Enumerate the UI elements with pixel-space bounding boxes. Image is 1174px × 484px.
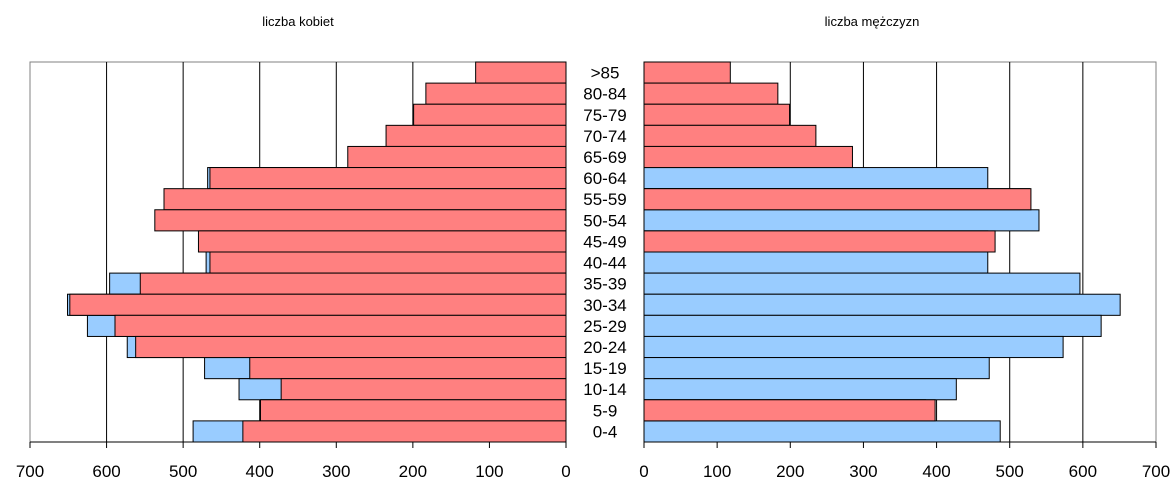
bar-30-34 xyxy=(69,293,567,316)
age-group-labels: >85 80-84 75-79 70-74 65-69 60-64 55-59 50-54 45… xyxy=(583,64,626,442)
age-label: 75-79 xyxy=(583,106,626,125)
tick-label: 500 xyxy=(169,462,197,481)
tick-label: 600 xyxy=(92,462,120,481)
bar-5-9 xyxy=(259,399,567,422)
bar-15-19 xyxy=(249,357,567,380)
bar-65-69 xyxy=(643,145,853,169)
age-label: 30-34 xyxy=(583,296,626,315)
bar-0-4 xyxy=(643,420,1001,443)
age-label: 70-74 xyxy=(583,127,626,146)
tick-label: 400 xyxy=(922,462,950,481)
bar-20-24 xyxy=(643,335,1064,359)
bar->85 xyxy=(475,61,567,84)
age-label: 50-54 xyxy=(583,211,626,230)
bar-10-14 xyxy=(643,378,957,401)
bar-15-19 xyxy=(643,357,990,380)
tick-label: 500 xyxy=(996,462,1024,481)
bar-35-39 xyxy=(139,272,567,295)
tick-label: 700 xyxy=(16,462,44,481)
age-label: 25-29 xyxy=(583,317,626,336)
age-label: 80-84 xyxy=(583,85,626,104)
bar-55-59 xyxy=(643,188,1032,211)
age-label: >85 xyxy=(591,64,620,83)
bar-25-29 xyxy=(114,314,567,337)
age-label: 65-69 xyxy=(583,148,626,167)
tick-label: 400 xyxy=(246,462,274,481)
tick-label: 200 xyxy=(776,462,804,481)
tick-label: 0 xyxy=(639,462,648,481)
tick-label: 100 xyxy=(703,462,731,481)
tick-label: 100 xyxy=(475,462,503,481)
bar-50-54 xyxy=(154,209,567,232)
tick-label: 700 xyxy=(1142,462,1170,481)
age-label: 15-19 xyxy=(583,359,626,378)
bar-70-74 xyxy=(385,124,567,147)
age-label: 20-24 xyxy=(583,338,626,357)
women-panel: liczba kobiet 700 600 500 400 300 200 100 0 xyxy=(16,14,571,481)
age-label: 10-14 xyxy=(583,380,626,399)
bar-0-4 xyxy=(242,420,567,443)
tick-label: 0 xyxy=(561,462,570,481)
bar->85 xyxy=(643,61,731,84)
bar-45-49 xyxy=(197,230,567,253)
bar-35-39 xyxy=(643,272,1081,295)
bar-45-49 xyxy=(643,230,996,253)
bar-55-59 xyxy=(163,188,567,211)
age-label: 5-9 xyxy=(593,401,618,420)
bar-20-24 xyxy=(135,335,567,359)
tick-label: 600 xyxy=(1069,462,1097,481)
tick-label: 200 xyxy=(399,462,427,481)
tick-label: 300 xyxy=(322,462,350,481)
age-label: 45-49 xyxy=(583,232,626,251)
bar-65-69 xyxy=(347,145,567,169)
bar-25-29 xyxy=(643,314,1102,337)
bar-50-54 xyxy=(643,209,1040,232)
age-label: 0-4 xyxy=(593,422,618,441)
men-panel: liczba mężczyzn 0 100 200 300 400 500 600 700 xyxy=(639,14,1170,481)
bar-60-64 xyxy=(643,167,989,190)
bar-10-14 xyxy=(280,378,567,401)
panel-title: liczba kobiet xyxy=(262,14,334,29)
bar-75-79 xyxy=(643,103,791,126)
bar-40-44 xyxy=(643,251,989,274)
bar-70-74 xyxy=(643,124,817,147)
bar-80-84 xyxy=(425,82,567,105)
tick-label: 300 xyxy=(849,462,877,481)
bar-5-9 xyxy=(643,399,936,422)
age-label: 35-39 xyxy=(583,275,626,294)
age-label: 60-64 xyxy=(583,169,626,188)
age-label: 55-59 xyxy=(583,190,626,209)
bar-30-34 xyxy=(643,293,1121,316)
bar-60-64 xyxy=(209,167,567,190)
age-label: 40-44 xyxy=(583,254,626,273)
bar-75-79 xyxy=(413,103,567,126)
panel-title: liczba mężczyzn xyxy=(825,14,920,29)
bar-80-84 xyxy=(643,82,779,105)
bar-40-44 xyxy=(209,251,567,274)
